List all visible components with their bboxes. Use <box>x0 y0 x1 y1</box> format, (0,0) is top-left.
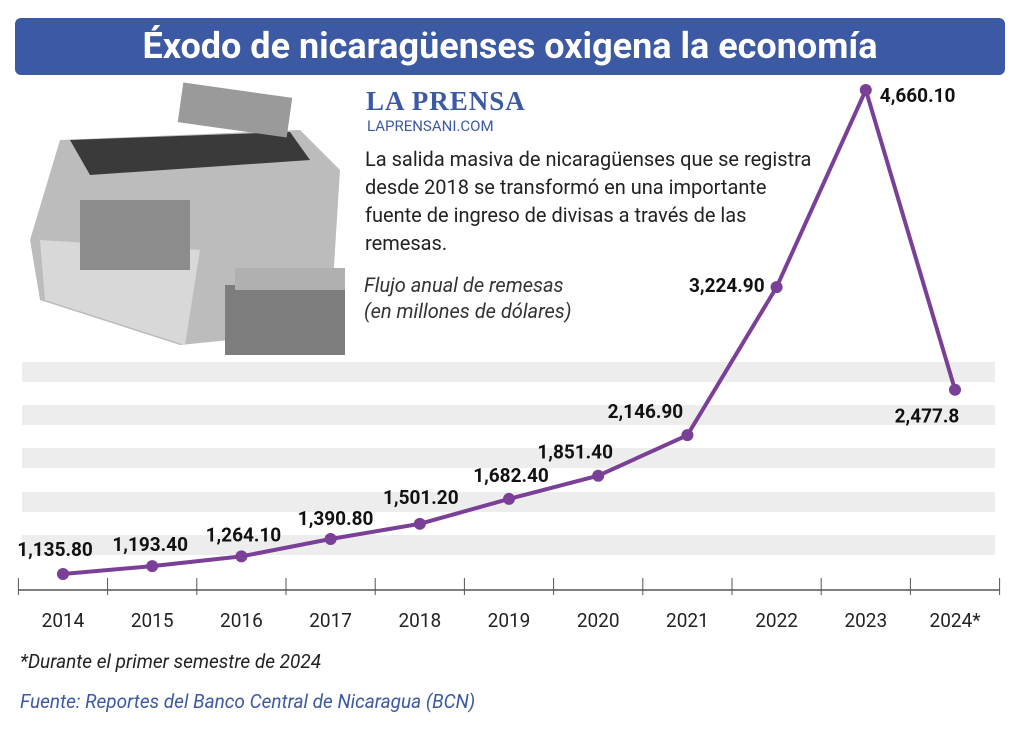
website: LAPRENSANI.COM <box>367 117 494 135</box>
x-tick-label: 2014 <box>42 609 85 632</box>
data-label: 1,193.40 <box>112 533 188 556</box>
x-tick-label: 2021 <box>666 609 709 632</box>
data-point <box>235 550 248 563</box>
subtitle-line: Flujo anual de remesas <box>364 273 564 297</box>
data-label: 1,390.80 <box>298 507 374 530</box>
data-label: 1,682.40 <box>473 464 549 487</box>
data-label: 1,264.10 <box>206 523 282 546</box>
x-tick-label: 2020 <box>577 609 620 632</box>
footnote: *Durante el primer semestre de 2024 <box>20 650 322 673</box>
data-label: 1,135.80 <box>17 538 93 561</box>
data-point <box>770 281 783 294</box>
x-tick-label: 2017 <box>309 609 352 632</box>
x-tick-label: 2016 <box>220 609 263 632</box>
data-label: 2,477.8 <box>895 405 960 428</box>
data-point <box>681 429 694 442</box>
x-tick-label: 2018 <box>398 609 441 632</box>
x-tick-label: 2024* <box>930 609 981 632</box>
data-point <box>949 383 961 396</box>
x-tick-label: 2023 <box>844 609 887 632</box>
x-tick-label: 2019 <box>488 609 531 632</box>
data-label: 3,224.90 <box>689 274 765 297</box>
data-point <box>324 532 337 545</box>
brand-logo: LA PRENSA <box>366 86 526 116</box>
source: Fuente: Reportes del Banco Central de Ni… <box>20 690 476 713</box>
money-counter-illustration <box>30 82 345 355</box>
data-point <box>57 568 69 580</box>
subtitle: Flujo anual de remesas (en millones de d… <box>364 272 572 324</box>
data-label: 4,660.10 <box>880 84 956 107</box>
data-point <box>413 517 426 530</box>
x-tick-label: 2022 <box>755 609 798 632</box>
x-tick-label: 2015 <box>131 609 174 632</box>
stripes <box>22 362 995 555</box>
description: La salida masiva de nicaragüenses que se… <box>365 147 812 255</box>
data-label: 1,851.40 <box>537 441 613 464</box>
data-point <box>592 469 605 482</box>
data-label: 2,146.90 <box>608 400 684 423</box>
data-point <box>859 84 872 96</box>
subtitle-line: (en millones de dólares) <box>364 299 572 323</box>
title: Éxodo de nicaragüenses oxigena la econom… <box>15 18 1005 75</box>
data-point <box>503 492 515 505</box>
data-point <box>146 560 159 573</box>
data-label: 1,501.20 <box>383 486 459 509</box>
